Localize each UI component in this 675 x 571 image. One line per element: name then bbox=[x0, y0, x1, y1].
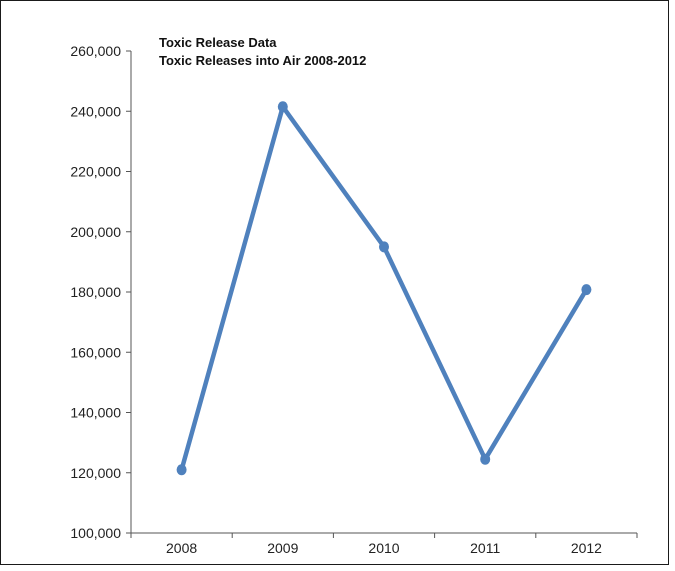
series-layer bbox=[176, 101, 592, 476]
y-tick-label: 160,000 bbox=[70, 344, 121, 360]
series-line bbox=[179, 104, 589, 472]
x-tick-label: 2012 bbox=[571, 540, 602, 556]
x-tick-label: 2008 bbox=[166, 540, 197, 556]
y-tick-label: 180,000 bbox=[70, 284, 121, 300]
chart-subtitle: Toxic Releases into Air 2008-2012 bbox=[159, 53, 366, 68]
x-tick-label: 2010 bbox=[368, 540, 399, 556]
x-tick-label: 2009 bbox=[267, 540, 298, 556]
y-tick-label: 220,000 bbox=[70, 164, 121, 180]
y-axis-ticks: 100,000 120,000 140,000 160,000 180,000 200,0… bbox=[70, 43, 131, 541]
data-point bbox=[581, 284, 592, 296]
chart-title: Toxic Release Data bbox=[159, 35, 277, 50]
data-point bbox=[176, 464, 187, 476]
axes bbox=[130, 51, 637, 534]
x-tick-label: 2011 bbox=[470, 540, 500, 556]
data-point bbox=[277, 101, 288, 113]
y-tick-label: 240,000 bbox=[70, 103, 121, 119]
y-tick-label: 260,000 bbox=[70, 43, 121, 59]
data-point bbox=[480, 453, 491, 465]
y-tick-label: 200,000 bbox=[70, 224, 121, 240]
y-tick-label: 140,000 bbox=[70, 405, 121, 421]
y-tick-label: 100,000 bbox=[70, 525, 121, 541]
y-tick-label: 120,000 bbox=[70, 465, 121, 481]
x-axis-ticks: 2008 2009 2010 2011 2012 bbox=[130, 533, 638, 556]
data-point bbox=[379, 241, 389, 253]
